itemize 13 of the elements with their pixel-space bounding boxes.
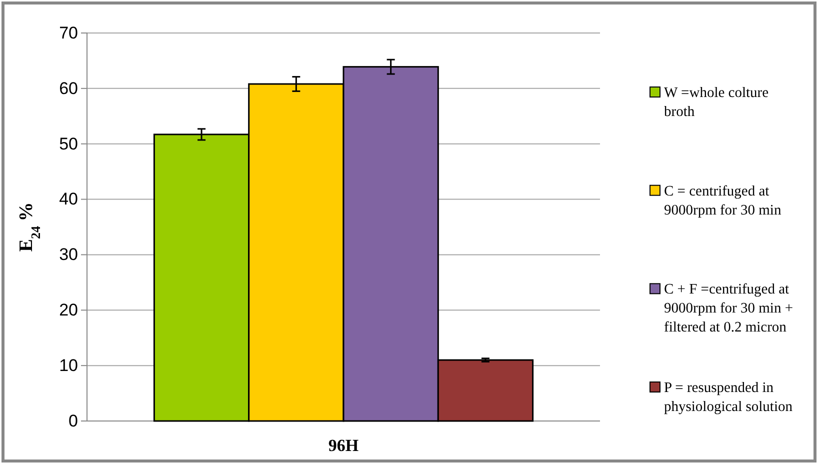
legend-label: C = centrifuged at 9000rpm for 30 min [664, 183, 782, 218]
y-tick-label: 60 [59, 78, 78, 98]
y-tick-label: 50 [59, 134, 78, 154]
y-tick-label: 40 [59, 190, 78, 209]
y-tick-label: 30 [59, 245, 78, 264]
y-tick-label: 20 [59, 300, 78, 320]
y-tick-label: 10 [59, 356, 78, 376]
y-tick-label: 0 [68, 411, 78, 430]
legend-label: W =whole colture broth [664, 85, 769, 120]
y-tick-label: 70 [59, 23, 78, 42]
legend-label: C + F =centrifuged at 9000rpm for 30 min + filtered at 0.2 micron [664, 282, 793, 336]
x-tick-label: 96H [328, 436, 359, 456]
legend-label: P = resuspended in physiological solution [664, 380, 794, 415]
